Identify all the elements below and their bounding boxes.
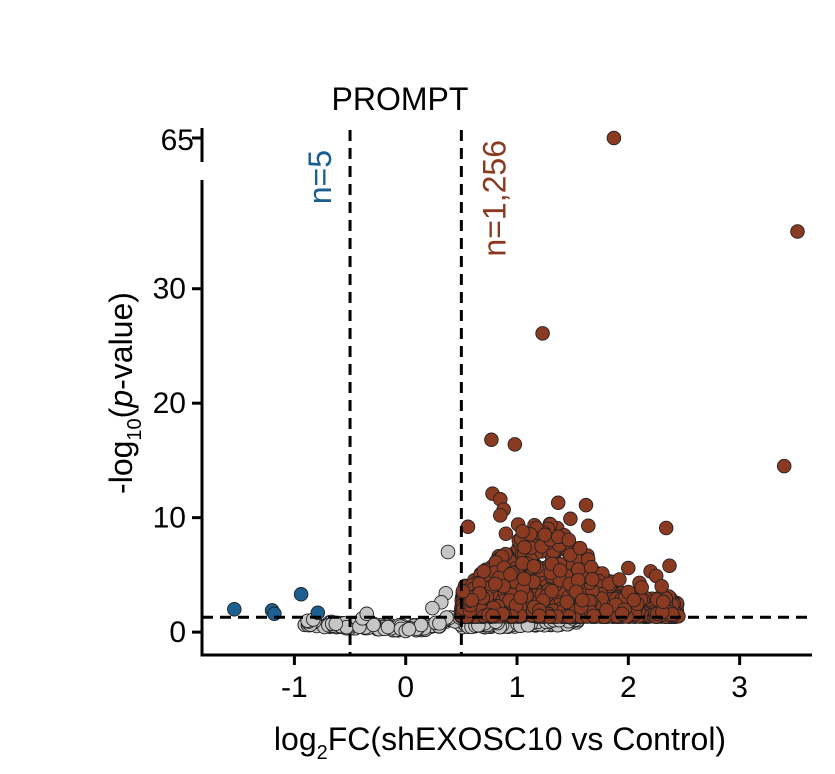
up-point [562,547,578,563]
up-point [513,590,528,605]
y-tick-label: 10 [153,502,186,535]
y-ticks: 0 10 20 30 65 [153,124,202,649]
up-point [476,564,491,579]
chart-title: PROMPT [332,81,469,117]
points-group [227,224,805,639]
up-point [535,326,550,341]
up-point [583,559,599,575]
x-ticks: -1 0 1 2 3 [281,655,748,704]
y-axis-title: -log10(p-value) [103,292,146,494]
ns-point [328,616,344,632]
up-point [634,580,649,595]
y-tick-label: 20 [153,387,186,420]
up-point [621,560,636,576]
x-title-suffix: FC(shEXOSC10 vs Control) [328,721,726,757]
ns-point [413,617,429,633]
up-point [572,540,588,556]
up-point [503,567,518,582]
x-tick-label: -1 [281,671,308,704]
up-point [544,583,559,599]
up-point [581,518,596,533]
up-point [464,592,480,608]
y-break-tick-label: 65 [161,124,194,157]
y-title-italic: p [103,390,139,409]
y-title-suffix: -value) [103,292,139,390]
up-point [606,130,622,146]
x-axis-title: log2FC(shEXOSC10 vs Control) [274,721,726,764]
ns-point [425,600,440,616]
up-point [493,508,508,523]
ns-point [440,544,456,560]
ns-point [380,619,396,635]
x-title-prefix: log [274,721,317,757]
down-point [293,587,309,602]
up-point [561,532,577,548]
y-tick-label: 30 [153,273,186,306]
break-points-group [606,130,622,146]
up-point [578,497,594,513]
up-point [654,579,669,594]
up-point [655,594,671,610]
threshold-lines [202,130,812,655]
x-title-subscript: 2 [317,742,328,764]
y-title-prefix: -log [103,441,139,494]
up-point [517,540,532,555]
x-tick-label: 1 [509,671,526,704]
up-point [626,592,642,608]
up-point [484,432,499,448]
ns-point [401,621,417,637]
up-point [585,572,600,587]
y-title-subscript: 10 [124,418,146,440]
y-title-open: ( [103,407,139,418]
down-point [227,601,242,617]
up-point [455,583,471,599]
x-tick-label: 3 [731,671,748,704]
down-count-label: n=5 [302,150,338,204]
x-tick-label: 2 [620,671,637,704]
up-point [552,563,568,578]
up-point [575,592,590,608]
up-point [487,576,503,592]
x-tick-label: 0 [397,671,414,704]
up-point [515,524,530,539]
up-count-label: n=1,256 [476,140,512,257]
up-point [537,527,553,543]
up-point [658,520,674,536]
up-point [559,594,575,610]
up-point [612,572,627,587]
up-point [599,602,614,618]
up-point [498,526,514,541]
up-point [526,559,542,574]
y-tick-label: 0 [169,616,186,649]
up-point [507,437,523,452]
up-point [550,495,566,511]
axes: -1 0 1 2 3 0 10 20 30 65 [153,124,812,704]
up-point [790,224,805,239]
up-point [516,571,532,587]
up-point [563,511,578,527]
up-point [460,519,476,535]
up-point [662,558,677,573]
up-point [776,458,792,474]
